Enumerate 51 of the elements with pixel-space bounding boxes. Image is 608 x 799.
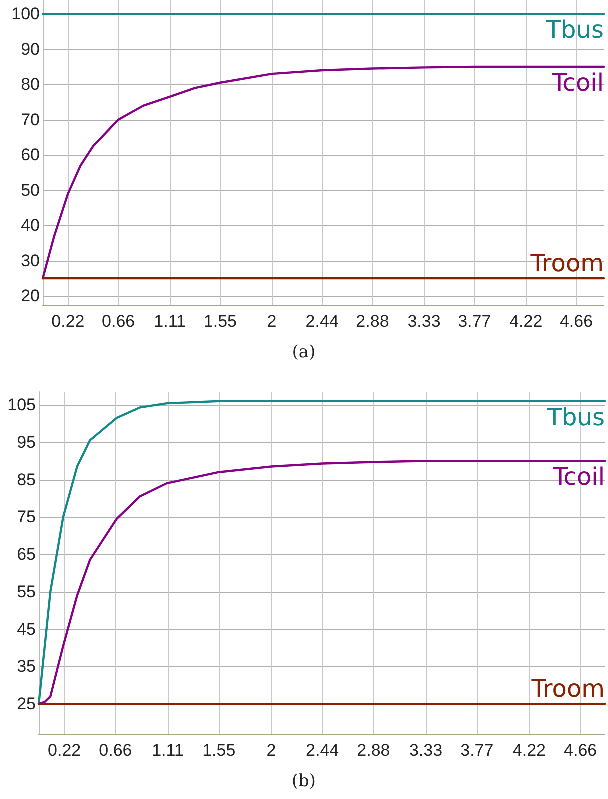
x-tick-label: 2.44 xyxy=(306,312,339,331)
x-tick-label: 0.22 xyxy=(48,741,82,760)
y-tick-label: 35 xyxy=(17,657,36,676)
y-tick-label: 80 xyxy=(21,75,40,94)
x-tick-label: 4.22 xyxy=(510,312,543,331)
x-tick-label: 0.66 xyxy=(99,741,132,760)
text: (b) xyxy=(292,772,316,792)
x-tick-label: 0.66 xyxy=(102,312,136,331)
y-tick-label: 75 xyxy=(17,508,36,527)
x-tick-label: 3.77 xyxy=(460,741,494,760)
y-tick-label: 50 xyxy=(21,180,40,200)
y-tick-label: 95 xyxy=(17,432,36,452)
series-label: Troom xyxy=(530,675,605,704)
series-label: Tcoil xyxy=(551,68,604,97)
y-tick-label: 65 xyxy=(17,545,36,564)
x-tick-label: 1.11 xyxy=(152,741,184,760)
y-tick-label: 90 xyxy=(21,40,40,59)
x-tick-label: 2.44 xyxy=(306,741,340,760)
y-tick-label: 20 xyxy=(21,286,40,306)
y-tick-label: 25 xyxy=(17,694,36,714)
y-tick-label: 45 xyxy=(17,620,36,639)
x-tick-label: 3.33 xyxy=(408,312,441,331)
x-tick-label: 2.88 xyxy=(356,312,390,331)
y-tick-label: 85 xyxy=(17,470,36,490)
y-tick-label: 70 xyxy=(21,110,40,130)
y-tick-label: 60 xyxy=(21,146,40,165)
series-label: Tbus xyxy=(545,16,604,44)
y-tick-label: 105 xyxy=(8,396,36,415)
x-tick-label: 3.77 xyxy=(458,312,492,331)
series-label: Tcoil xyxy=(552,463,605,492)
x-tick-label: 3.33 xyxy=(409,741,443,760)
series-label: Tbus xyxy=(546,403,605,432)
x-tick-label: 2.88 xyxy=(357,741,390,760)
x-tick-label: 1.55 xyxy=(202,741,236,760)
line-series xyxy=(42,66,606,280)
y-tick-label: 40 xyxy=(21,216,40,236)
line-series xyxy=(38,460,606,706)
text: (a) xyxy=(292,342,316,362)
y-tick-label: 100 xyxy=(12,4,40,24)
x-tick-label: 2 xyxy=(266,741,276,760)
x-tick-label: 1.11 xyxy=(154,312,186,331)
x-tick-label: 0.22 xyxy=(52,312,85,331)
line-series xyxy=(38,400,606,706)
x-tick-label: 4.22 xyxy=(512,741,546,760)
series-label: Troom xyxy=(530,250,604,278)
y-tick-label: 55 xyxy=(17,582,36,602)
x-tick-label: 4.66 xyxy=(560,312,594,331)
x-tick-label: 4.66 xyxy=(564,741,598,760)
x-tick-label: 1.55 xyxy=(204,312,238,331)
y-tick-label: 30 xyxy=(21,251,40,270)
x-tick-label: 2 xyxy=(267,312,277,331)
